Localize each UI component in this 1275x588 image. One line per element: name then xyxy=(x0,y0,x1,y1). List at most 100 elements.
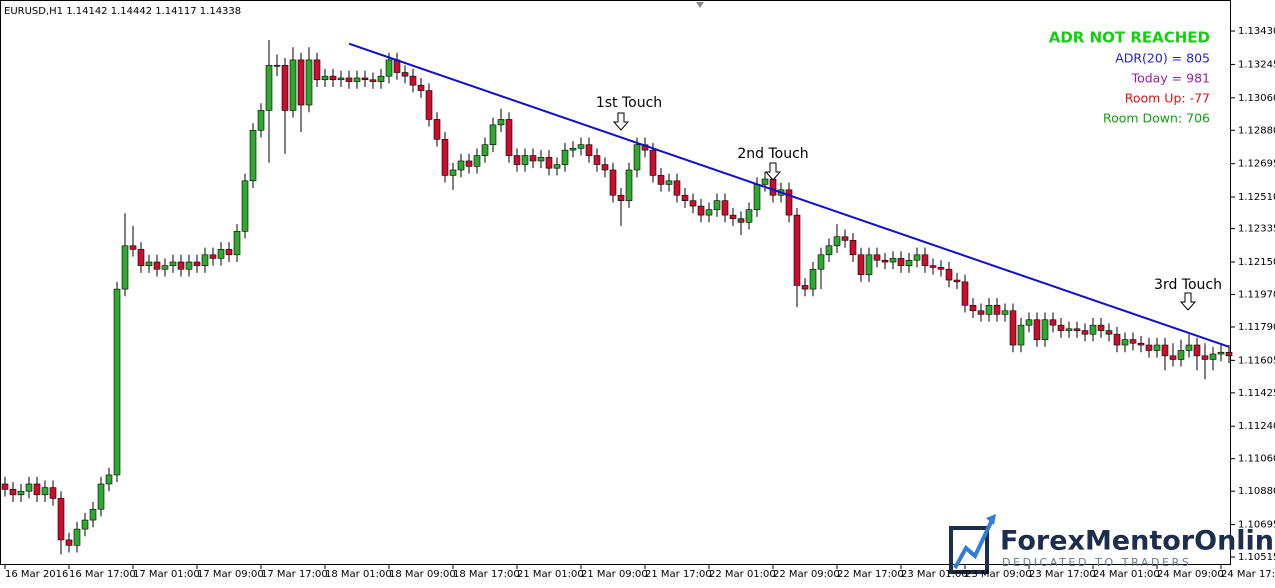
candle-body xyxy=(321,75,329,81)
candle-body xyxy=(1177,350,1185,360)
candle-body xyxy=(89,508,97,521)
candle-body xyxy=(601,164,609,171)
candle-body xyxy=(745,209,753,223)
candle-body xyxy=(33,483,41,496)
candle-body xyxy=(617,194,625,201)
x-tick-label: 16 Mar 2016 xyxy=(5,569,68,580)
candle-body xyxy=(1009,310,1017,346)
candle-body xyxy=(1057,324,1065,331)
x-tick-label: 17 Mar 09:00 xyxy=(197,569,264,580)
candle-body xyxy=(233,231,241,256)
annotation: 3rd Touch xyxy=(1154,277,1222,293)
room-up: Room Up: -77 xyxy=(1125,91,1210,106)
candle-body xyxy=(881,259,889,263)
candle-body xyxy=(873,254,881,261)
candle-body xyxy=(209,254,217,259)
candle-body xyxy=(169,261,177,266)
candle-body xyxy=(65,539,73,546)
candle-body xyxy=(769,178,777,196)
candle-body xyxy=(257,110,265,131)
candle-body xyxy=(457,160,465,171)
candle-body xyxy=(1121,339,1129,346)
candle-body xyxy=(185,261,193,270)
candle-body xyxy=(1033,319,1041,340)
candle-body xyxy=(801,285,809,290)
candle-body xyxy=(553,164,561,169)
candle-body xyxy=(361,77,369,81)
candle-body xyxy=(305,59,313,106)
candle-body xyxy=(225,249,233,256)
candle-body xyxy=(521,155,529,165)
x-tick-label: 17 Mar 01:00 xyxy=(133,569,200,580)
candle-body xyxy=(401,72,409,77)
candle-body xyxy=(433,119,441,140)
y-tick-label: 1.12150 xyxy=(1238,257,1275,268)
y-tick-label: 1.11425 xyxy=(1238,388,1275,399)
candle-body xyxy=(705,209,713,216)
candle-body xyxy=(1193,344,1201,357)
candle-body xyxy=(729,214,737,220)
annotation-arrow xyxy=(764,162,782,181)
y-tick-label: 1.13060 xyxy=(1238,93,1275,104)
annotation: 2nd Touch xyxy=(737,146,808,162)
candle-body xyxy=(441,139,449,176)
x-tick-label: 23 Mar 01:00 xyxy=(901,569,968,580)
candle-body xyxy=(489,124,497,146)
candle-body xyxy=(657,175,665,185)
candle-body xyxy=(137,249,145,266)
candle-body xyxy=(865,254,873,275)
y-tick-label: 1.10695 xyxy=(1238,520,1275,531)
candle-body xyxy=(913,254,921,261)
candle-body xyxy=(153,261,161,270)
candle-body xyxy=(561,149,569,165)
candle-body xyxy=(817,254,825,270)
y-tick-label: 1.13245 xyxy=(1238,59,1275,70)
today-value: Today = 981 xyxy=(1131,71,1210,86)
candle-body xyxy=(25,483,33,492)
candle-body xyxy=(345,77,353,82)
candle-body xyxy=(129,245,137,250)
candle-body xyxy=(1145,344,1153,351)
candle-body xyxy=(73,528,81,546)
candle-body xyxy=(665,180,673,185)
x-tick-label: 18 Mar 17:00 xyxy=(453,569,520,580)
candle-body xyxy=(953,279,961,283)
x-tick-label: 24 Mar 17:00 xyxy=(1221,569,1275,580)
candle-body xyxy=(761,178,769,185)
candle-body xyxy=(785,189,793,216)
candle-body xyxy=(793,214,801,286)
candle-body xyxy=(481,144,489,156)
y-tick-label: 1.11060 xyxy=(1238,454,1275,465)
candle-body xyxy=(241,180,249,232)
candle-body xyxy=(281,65,289,111)
candle-body xyxy=(121,245,129,290)
candle-body xyxy=(673,180,681,196)
candle-body xyxy=(825,245,833,256)
candle-body xyxy=(929,265,937,268)
candle-body xyxy=(969,305,977,312)
scroll-marker xyxy=(696,2,704,8)
candle-body xyxy=(905,259,913,266)
candle-body xyxy=(249,129,257,182)
candle-body xyxy=(889,258,897,263)
candle-body xyxy=(1025,319,1033,326)
y-tick-label: 1.11240 xyxy=(1238,421,1275,432)
y-tick-label: 1.11790 xyxy=(1238,322,1275,333)
candle-body xyxy=(193,261,201,266)
candle-body xyxy=(177,261,185,270)
candle-body xyxy=(1209,353,1217,360)
candle-body xyxy=(9,489,17,496)
x-tick-label: 21 Mar 17:00 xyxy=(645,569,712,580)
candle-body xyxy=(369,79,377,82)
candle-body xyxy=(849,240,857,256)
candle-body xyxy=(505,119,513,156)
candle-body xyxy=(633,144,641,171)
candle-body xyxy=(977,310,985,315)
x-tick-label: 21 Mar 01:00 xyxy=(517,569,584,580)
y-tick-label: 1.12695 xyxy=(1238,159,1275,170)
candle-body xyxy=(713,200,721,210)
candle-body xyxy=(721,200,729,216)
candle-body xyxy=(449,169,457,176)
